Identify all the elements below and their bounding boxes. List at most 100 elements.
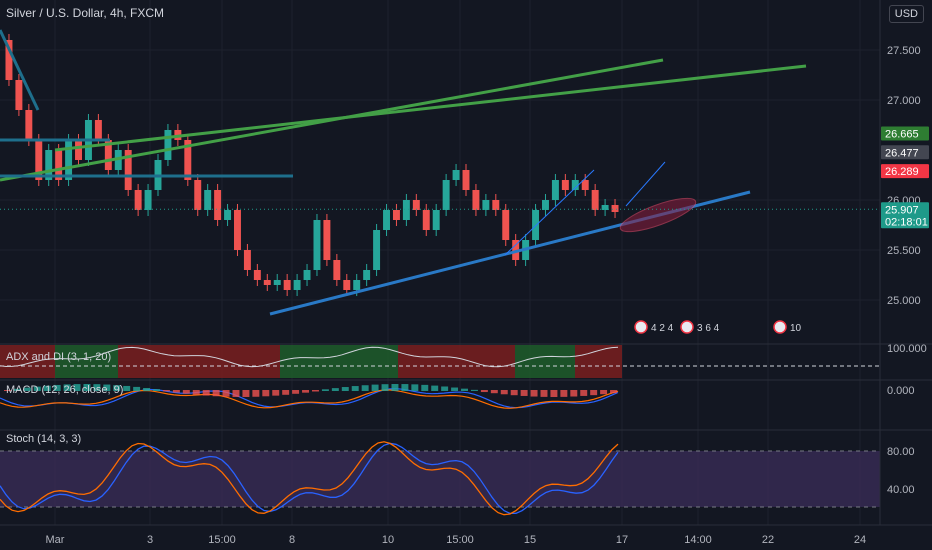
candle-body (363, 270, 371, 280)
stoch-axis-label: 80.00 (887, 446, 915, 458)
macd-histogram-bar (590, 390, 598, 396)
candle-body (45, 150, 53, 180)
event-label: 4 2 4 (651, 323, 674, 334)
time-tick-label: 15 (524, 534, 536, 546)
projection-arrow (625, 161, 666, 207)
adx-pane (0, 345, 880, 378)
candle-body (104, 140, 112, 170)
macd-histogram-bar (401, 384, 409, 391)
candle-body (561, 180, 569, 190)
macd-histogram-bar (23, 387, 31, 391)
macd-histogram-bar (192, 390, 200, 395)
macd-histogram-bar (4, 390, 11, 391)
chart-title: Silver / U.S. Dollar, 4h, FXCM (6, 6, 165, 20)
candle-body (333, 260, 341, 280)
candle-body (273, 280, 281, 285)
candle-body (303, 270, 311, 280)
macd-label: MACD (12, 26, close, 9) (6, 384, 124, 396)
adx-band (0, 345, 55, 378)
event-label: 10 (790, 323, 802, 334)
macd-histogram-bar (540, 390, 548, 397)
candle-body (194, 180, 202, 210)
macd-histogram-bar (361, 385, 369, 391)
macd-histogram-bar (391, 384, 399, 391)
price-badge-timer: 02:18:01 (885, 216, 928, 228)
price-axis[interactable]: 27.50027.00026.00025.50025.00026.66526.4… (879, 0, 929, 525)
macd-histogram-bar (431, 385, 439, 391)
candle-body (551, 180, 559, 200)
stoch-d (0, 441, 619, 516)
macd-histogram-bar (421, 384, 429, 391)
macd-axis-label: 0.000 (887, 385, 915, 397)
macd-histogram-bar (510, 390, 518, 396)
event-markers[interactable]: 4 2 4 3 6 4 10 (634, 320, 802, 334)
macd-histogram-bar (73, 384, 81, 391)
time-tick-label: 14:00 (684, 534, 712, 546)
macd-histogram-bar (212, 390, 220, 397)
candle-body (94, 120, 102, 140)
macd-histogram-bar (331, 388, 339, 391)
macd-histogram-bar (162, 390, 170, 392)
price-badge (881, 145, 929, 160)
time-tick-label: 22 (762, 534, 774, 546)
price-badge (881, 126, 929, 141)
macd-histogram-bar (182, 390, 190, 394)
macd-histogram-bar (113, 385, 121, 391)
macd-histogram-bar (282, 390, 290, 395)
price-tick-label: 25.000 (887, 295, 921, 307)
candle-body (353, 280, 361, 290)
candle-body (392, 210, 400, 220)
macd-histogram-bar (143, 387, 151, 391)
time-tick-label: 24 (854, 534, 866, 546)
adx-band (162, 345, 280, 378)
candle-body (601, 205, 609, 210)
candle-body (15, 80, 23, 110)
stoch-pane (0, 450, 880, 508)
candle-body (214, 190, 222, 220)
candle-body (164, 130, 172, 160)
adx-band (398, 345, 458, 378)
candle-body (532, 210, 540, 240)
candle-body (462, 170, 470, 190)
candle-body (432, 210, 440, 230)
candle-body (402, 200, 410, 220)
macd-histogram-bar (133, 386, 141, 391)
candle-body (422, 210, 430, 230)
macd-histogram-bar (172, 390, 180, 393)
macd-histogram-bar (222, 390, 230, 397)
macd-histogram-bar (53, 384, 61, 391)
candle-body (512, 240, 520, 260)
candle-body (263, 280, 271, 285)
candle-body (492, 200, 500, 210)
macd-histogram-bar (232, 390, 240, 397)
time-tick-label: 10 (382, 534, 394, 546)
candle-body (253, 270, 261, 280)
macd-histogram-bar (500, 390, 508, 395)
currency-button[interactable]: USD (888, 5, 924, 23)
macd-signal (0, 389, 619, 409)
candle-body (323, 220, 331, 260)
macd-histogram-bar (262, 390, 270, 397)
adx-band (55, 345, 118, 378)
macd-histogram-bar (441, 386, 449, 391)
price-tick-label: 25.500 (887, 245, 921, 257)
drawings[interactable] (0, 29, 880, 316)
adx-band (338, 345, 398, 378)
event-flag-icon (634, 320, 648, 334)
candle-body (25, 110, 33, 140)
price-badge-label: 26.665 (885, 129, 919, 141)
candle-body (35, 140, 43, 180)
macd-histogram-bar (341, 387, 349, 391)
candle-body (343, 280, 351, 290)
time-tick-label: 8 (289, 534, 295, 546)
time-axis[interactable]: Mar 3 15:00 8 10 15:00 15 17 14:00 22 24 (46, 534, 867, 546)
macd-histogram-bar (242, 390, 250, 397)
price-badge-label: 26.477 (885, 147, 919, 159)
candle-body (224, 210, 232, 220)
macd-histogram-bar (103, 384, 111, 391)
macd-histogram-bar (321, 389, 329, 391)
candle-body (293, 280, 301, 290)
time-tick-label: 15:00 (446, 534, 474, 546)
candle-body (591, 190, 599, 210)
